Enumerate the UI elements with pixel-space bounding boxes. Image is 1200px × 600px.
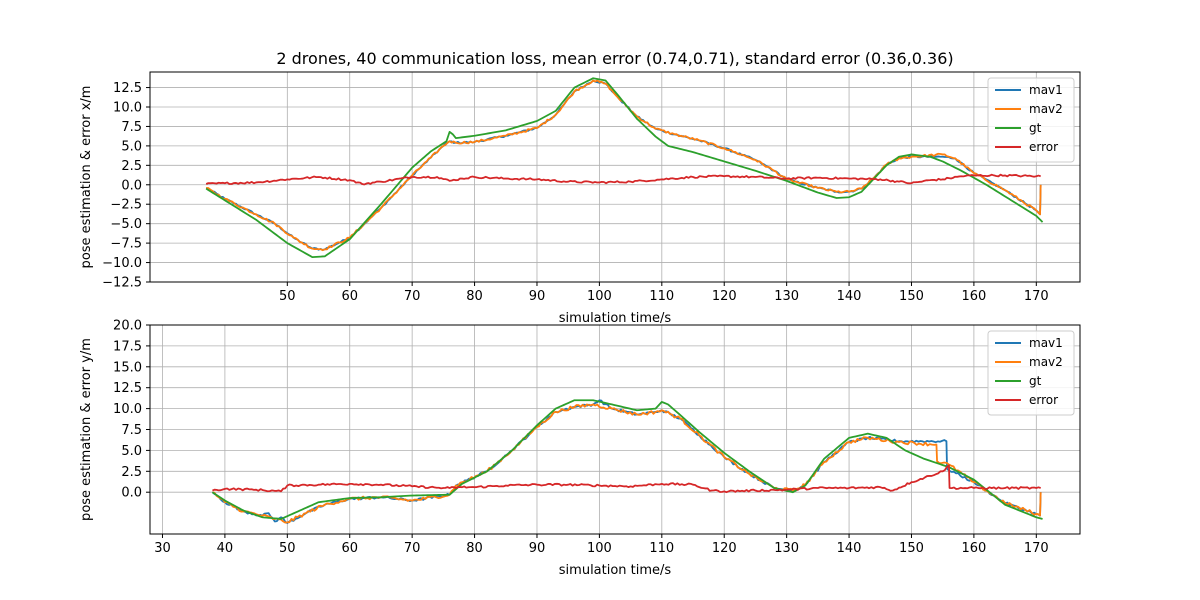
y-axis-label: pose estimation & error x/m [79,86,94,269]
y-tick-label: 17.5 [113,339,142,354]
legend-label-mav2: mav2 [1029,355,1063,369]
x-tick-label: 60 [341,541,358,556]
series-line-error [212,464,1041,494]
x-tick-label: 90 [529,541,546,556]
series-line-gt [205,77,1044,259]
x-tick-label: 170 [1024,541,1049,556]
y-tick-label: 12.5 [113,81,142,96]
plot-frame [149,71,1081,283]
y-tick-label: 2.5 [121,159,142,174]
y-tick-label: 10.0 [113,101,142,116]
chart-panel-1: 50 60 70 80 90 100 110 120 130 140 150 160 170 −12.5 −… [79,71,1081,326]
x-tick-label: 150 [899,541,924,556]
x-tick-label: 150 [899,289,924,304]
x-tick-label: 130 [774,541,799,556]
legend-box [987,330,1075,416]
legend: mav1 mav2 gt error [987,330,1075,416]
series-line-gt [211,399,1043,520]
series-line-mav2 [212,403,1042,524]
x-tick-label: 100 [587,541,612,556]
legend-label-mav1: mav1 [1029,336,1063,350]
x-tick-label: 80 [466,541,483,556]
y-tick-label: 12.5 [113,381,142,396]
legend-label-mav2: mav2 [1029,102,1063,116]
x-tick-label: 70 [404,541,421,556]
x-tick-label: 30 [154,541,171,556]
x-tick-label: 100 [587,289,612,304]
x-tick-label: 90 [529,289,546,304]
y-tick-label: 0.0 [121,486,142,501]
x-tick-label: 130 [774,289,799,304]
legend-label-error: error [1029,140,1058,154]
y-tick-label: 2.5 [121,465,142,480]
y-tick-label: 0.0 [121,178,142,193]
figure-title: 2 drones, 40 communication loss, mean er… [276,49,953,68]
series-line-mav1 [211,399,1042,525]
x-tick-label: 140 [837,289,862,304]
y-tick-label: −12.5 [102,276,142,291]
x-tick-label: 50 [279,289,296,304]
x-tick-label: 110 [649,289,674,304]
x-axis-label: simulation time/s [559,311,672,326]
y-tick-label: 5.0 [121,139,142,154]
x-tick-label: 110 [649,541,674,556]
x-tick-label: 40 [217,541,234,556]
x-tick-label: 120 [712,541,737,556]
y-tick-label: 5.0 [121,444,142,459]
x-tick-label: 160 [961,541,986,556]
x-tick-label: 60 [341,289,358,304]
y-tick-label: −10.0 [102,256,142,271]
x-tick-label: 170 [1024,289,1049,304]
y-tick-label: 15.0 [113,360,142,375]
x-tick-label: 120 [712,289,737,304]
chart-panel-2: 30 40 50 60 70 80 90 100 110 120 130 140 150 160 170 0.… [79,319,1081,578]
y-tick-label: 20.0 [113,319,142,334]
legend-label-gt: gt [1029,121,1042,135]
y-tick-label: 10.0 [113,402,142,417]
y-tick-label: −2.5 [110,198,142,213]
x-tick-label: 80 [466,289,483,304]
legend-label-error: error [1029,393,1058,407]
x-tick-label: 50 [279,541,296,556]
y-tick-label: 7.5 [121,423,142,438]
legend: mav1 mav2 gt error [987,77,1075,163]
legend-label-mav1: mav1 [1029,83,1063,97]
y-tick-label: 7.5 [121,120,142,135]
series-line-error [205,173,1041,186]
y-tick-label: −7.5 [110,237,142,252]
x-tick-label: 160 [961,289,986,304]
y-axis-label: pose estimation & error y/m [79,338,94,521]
y-tick-label: −5.0 [110,217,142,232]
x-tick-label: 70 [404,289,421,304]
legend-box [987,77,1075,163]
legend-label-gt: gt [1029,374,1042,388]
x-tick-label: 140 [837,541,862,556]
x-axis-label: simulation time/s [559,563,672,578]
